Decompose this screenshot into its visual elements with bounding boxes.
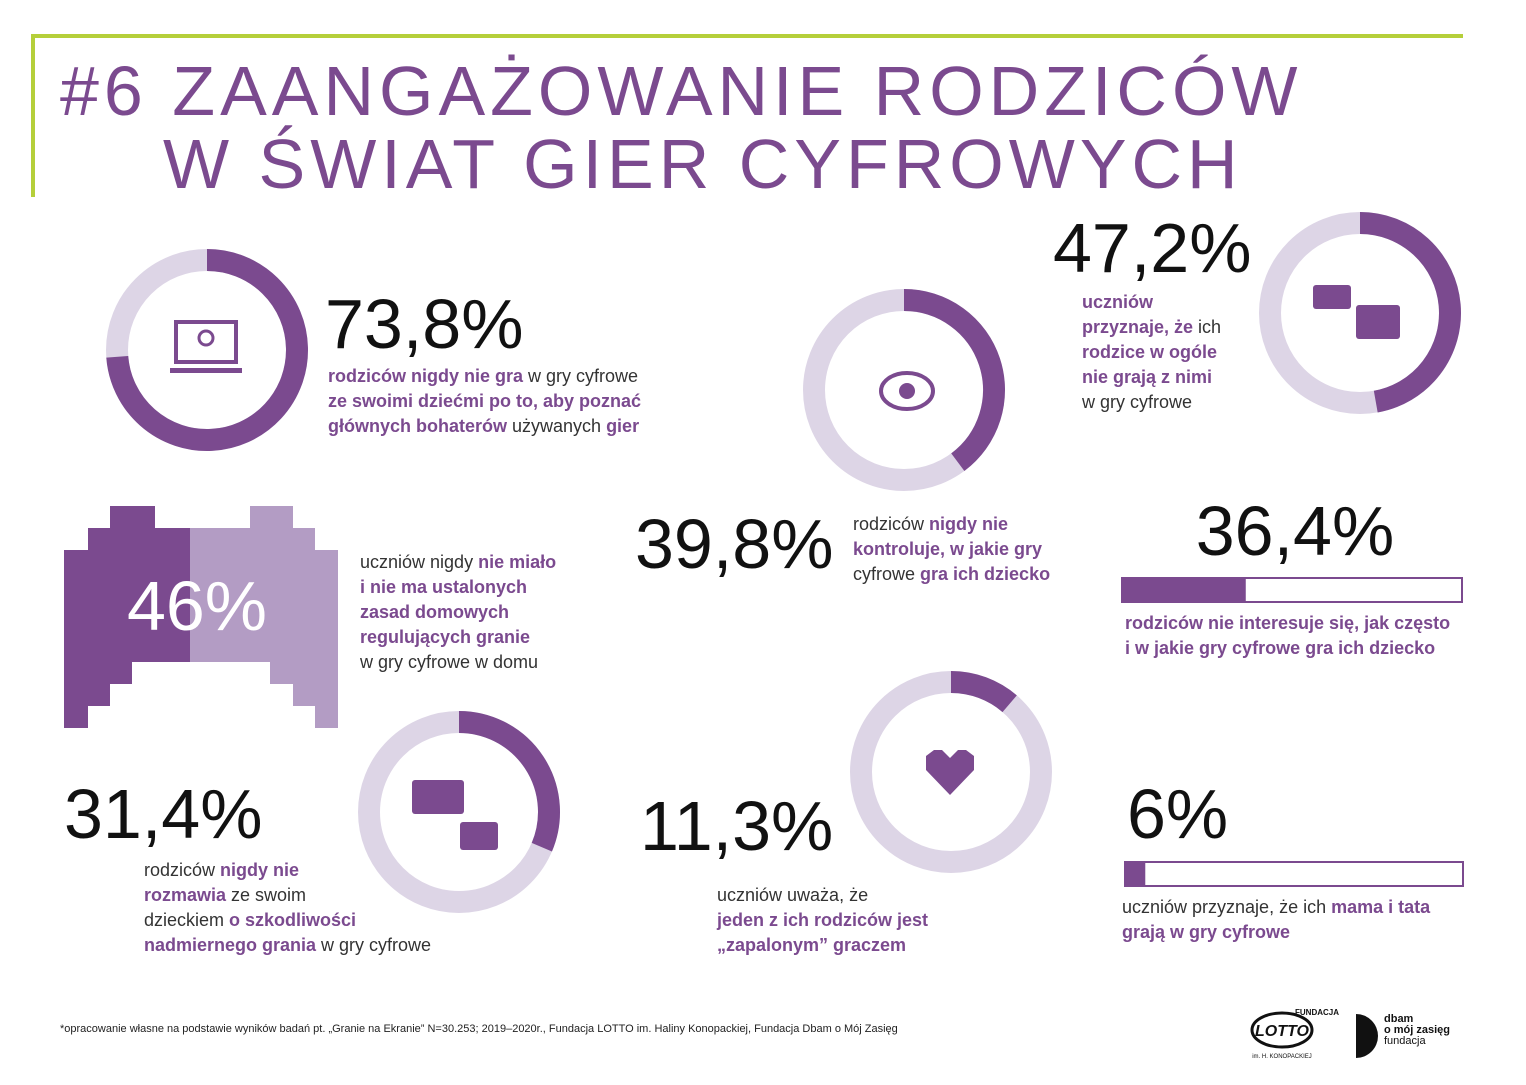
text-segment: w gry cyfrowe [523,366,638,386]
text-segment: cyfrowe [853,564,920,584]
text-segment: ze swoim [226,885,306,905]
stat-text: w gry cyfrowe [1081,392,1192,412]
stat-text: rodziców nigdy nie [853,514,1008,534]
footnote: *opracowanie własne na podstawie wyników… [60,1023,898,1035]
stat-text: zasad domowych [360,602,509,622]
stat-text: cyfrowe gra ich dziecko [853,564,1050,584]
stat-text: i w jakie gry cyfrowe gra ich dziecko [1125,638,1435,658]
stat-text: kontroluje, w jakie gry [853,539,1042,559]
text-segment: nigdy nie [220,860,299,880]
stat-text: ze swoimi dziećmi po to, aby poznać [328,391,641,411]
logo-text: im. H. KONOPACKIEJ [1252,1054,1312,1060]
text-segment: nadmiernego grania [144,935,317,955]
stat-text: w gry cyfrowe w domu [359,652,538,672]
bar-track [1124,861,1464,887]
value-label: 36,4% [1196,492,1394,570]
bar [1122,578,1246,602]
stat-text: rodziców nigdy nie [144,860,299,880]
text-segment: grają w gry cyfrowe [1122,922,1290,942]
text-segment: zasad domowych [360,602,509,622]
bar [1125,862,1146,886]
text-segment: uczniów [1082,292,1154,312]
text-segment: uczniów przyznaje, że ich [1122,897,1331,917]
stat-text: nie grają z nimi [1082,367,1212,387]
text-segment: ze swoimi dziećmi po to, aby poznać [328,391,641,411]
stat-text: rodziców nigdy nie gra w gry cyfrowe [328,366,638,386]
text-segment: rodziców [144,860,220,880]
logo-text: LOTTO [1255,1023,1309,1040]
donut-arc [903,289,1005,471]
stat-text: uczniów [1082,292,1154,312]
text-segment: w gry cyfrowe [316,935,431,955]
text-segment: uczniów nigdy [360,552,478,572]
stat-text: rodziców nie interesuje się, jak często [1125,613,1450,633]
stat-text: grają w gry cyfrowe [1122,922,1290,942]
value-label: 11,3% [640,787,833,865]
text-segment: rozmawia [144,885,227,905]
donut-arc [1359,212,1461,413]
text-segment: przyznaje, że [1082,317,1193,337]
text-segment: i nie ma ustalonych [360,577,527,597]
text-segment: ich [1193,317,1221,337]
text-segment: gier [606,416,639,436]
stat-text: uczniów przyznaje, że ich mama i tata [1122,897,1431,917]
text-segment: nie miało [478,552,556,572]
text-segment: regulujących granie [360,627,530,647]
text-segment: o szkodliwości [229,910,356,930]
logo-dbam: dbam o mój zasięg fundacja [1356,1013,1450,1058]
text-segment: kontroluje, w jakie gry [853,539,1042,559]
logo-text: fundacja [1384,1035,1426,1047]
stat-text: dzieckiem o szkodliwości [144,910,356,930]
text-segment: mama i tata [1331,897,1431,917]
stat-text: głównych bohaterów używanych gier [328,416,639,436]
icons [170,285,1400,850]
stat-text: przyznaje, że ich [1082,317,1221,337]
text-segment: „zapalonym” graczem [717,935,906,955]
donut-arc [106,249,308,451]
donut-arc [458,711,560,852]
value-label: 46% [127,567,267,645]
frame [31,34,1463,197]
stat-text: nadmiernego grania w gry cyfrowe [144,935,431,955]
stat-text: jeden z ich rodziców jest [716,910,928,930]
logo-shape [1356,1014,1378,1058]
text-segment: uczniów uważa, że [717,885,868,905]
logo-text: o mój zasięg [1384,1024,1450,1036]
text-segment: jeden z ich rodziców jest [716,910,928,930]
text-segment: używanych [507,416,606,436]
logo-text: FUNDACJA [1295,1008,1339,1017]
text-segment: rodzice w ogóle [1082,342,1217,362]
value-label: 39,8% [635,505,833,583]
logo-lotto: FUNDACJA LOTTO im. H. KONOPACKIEJ [1250,1008,1339,1060]
stat-text: rozmawia ze swoim [144,885,306,905]
donut-arc [950,671,1017,713]
value-label: 31,4% [64,775,262,853]
title-line: W ŚWIAT GIER CYFROWYCH [163,124,1243,203]
value-label: 47,2% [1053,209,1251,287]
value-label: 73,8% [325,285,523,363]
text-segment: rodziców nigdy nie gra [328,366,524,386]
stat-text: uczniów uważa, że [717,885,868,905]
text-segment: głównych bohaterów [328,416,508,436]
text-segment: nigdy nie [929,514,1008,534]
text-segment: i w jakie gry cyfrowe gra ich dziecko [1125,638,1435,658]
logo-shape [1250,1011,1314,1049]
text-segment: dzieckiem [144,910,229,930]
logo-text: dbam [1384,1013,1414,1025]
title-line: #6 ZAANGAŻOWANIE RODZICÓW [60,52,1302,130]
text-segment: w gry cyfrowe [1081,392,1192,412]
value-label: 6% [1127,775,1228,853]
text-segment: w gry cyfrowe w domu [359,652,538,672]
text-segment: rodziców nie interesuje się, jak często [1125,613,1450,633]
text-segment: nie grają z nimi [1082,367,1212,387]
stat-text: uczniów nigdy nie miało [360,552,556,572]
stat-text: „zapalonym” graczem [717,935,906,955]
stat-text: i nie ma ustalonych [360,577,527,597]
stat-text: regulujących granie [360,627,530,647]
text-segment: gra ich dziecko [920,564,1050,584]
text-segment: rodziców [853,514,929,534]
stat-text: rodzice w ogóle [1082,342,1217,362]
